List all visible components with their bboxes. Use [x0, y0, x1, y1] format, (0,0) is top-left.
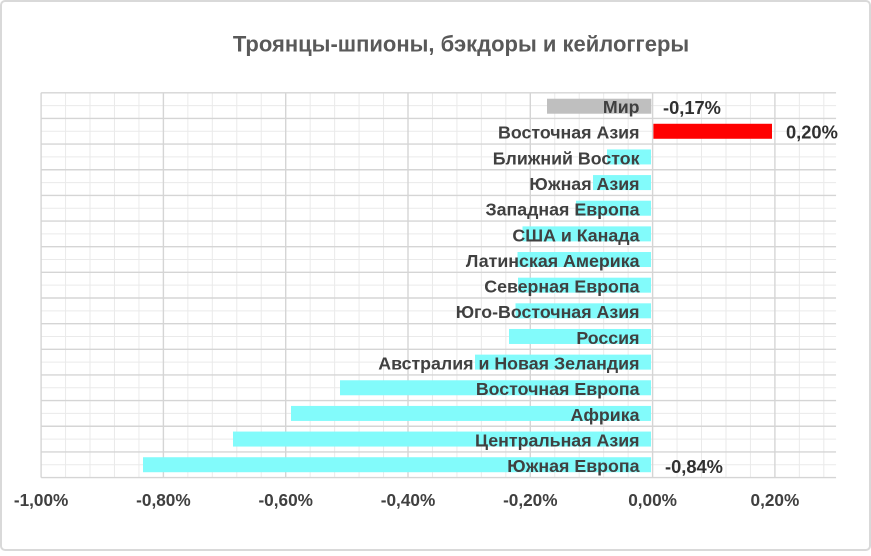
svg-text:-0,40%: -0,40%: [381, 490, 435, 510]
svg-text:-0,80%: -0,80%: [136, 490, 190, 510]
svg-text:-0,17%: -0,17%: [663, 97, 721, 118]
svg-text:Южная Азия: Южная Азия: [529, 174, 639, 194]
svg-text:Юго-Восточная Азия: Юго-Восточная Азия: [456, 302, 640, 322]
svg-text:Ближний Восток: Ближний Восток: [493, 148, 640, 168]
svg-text:Восточная Азия: Восточная Азия: [498, 123, 640, 143]
svg-text:-1,00%: -1,00%: [14, 490, 68, 510]
svg-text:-0,84%: -0,84%: [665, 456, 723, 477]
svg-text:-0,20%: -0,20%: [503, 490, 557, 510]
svg-text:США и Канада: США и Канада: [512, 225, 639, 245]
svg-text:Африка: Африка: [571, 405, 640, 425]
svg-text:Центральная Азия: Центральная Азия: [475, 430, 639, 450]
svg-text:Латинская Америка: Латинская Америка: [466, 251, 640, 271]
svg-text:Троянцы-шпионы, бэкдоры и кейл: Троянцы-шпионы, бэкдоры и кейлоггеры: [233, 32, 689, 57]
svg-text:Южная Европа: Южная Европа: [507, 456, 639, 476]
svg-text:0,20%: 0,20%: [786, 122, 838, 143]
svg-text:Россия: Россия: [576, 328, 639, 348]
svg-text:-0,60%: -0,60%: [258, 490, 312, 510]
svg-text:Восточная Европа: Восточная Европа: [476, 379, 640, 399]
svg-text:Западная Европа: Западная Европа: [485, 200, 639, 220]
svg-text:Австралия и Новая Зеландия: Австралия и Новая Зеландия: [378, 354, 639, 374]
svg-text:0,00%: 0,00%: [628, 490, 677, 510]
svg-text:Северная Европа: Северная Европа: [484, 277, 639, 297]
svg-text:Мир: Мир: [603, 97, 640, 117]
svg-text:0,20%: 0,20%: [751, 490, 800, 510]
